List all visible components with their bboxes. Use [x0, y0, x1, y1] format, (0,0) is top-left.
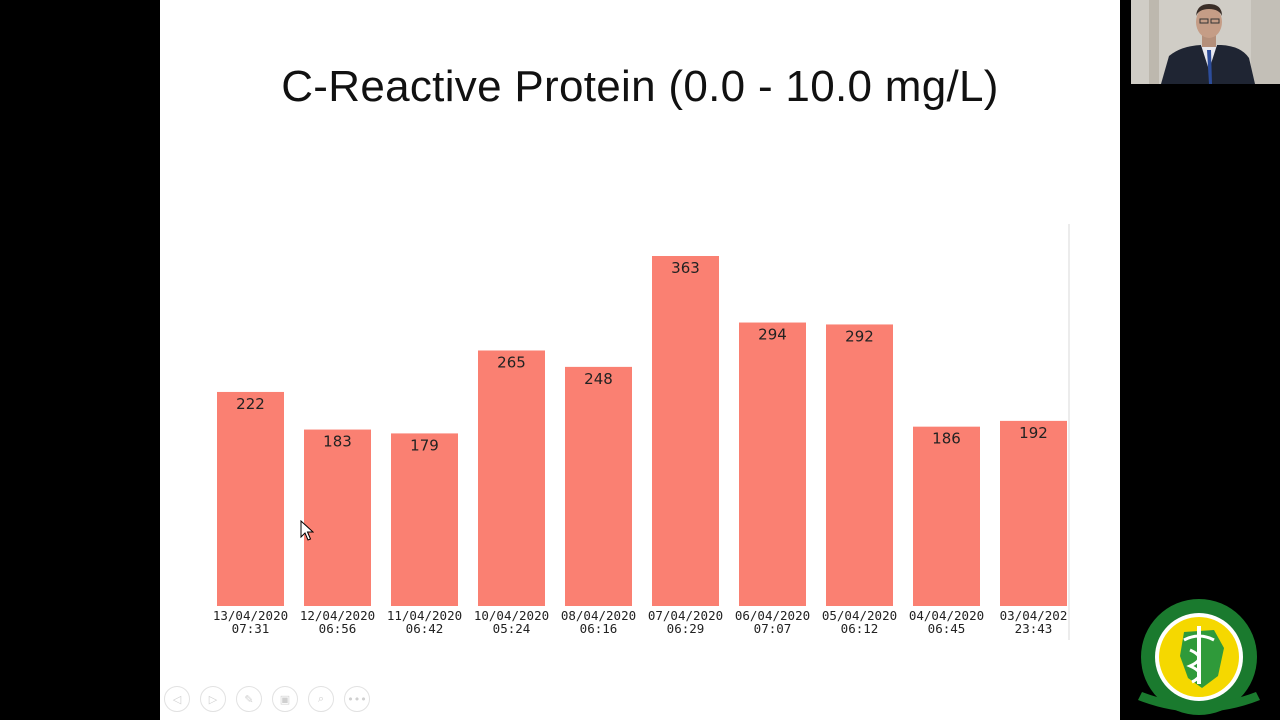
university-logo — [1138, 599, 1260, 715]
bar-4 — [565, 366, 632, 606]
zoom-icon[interactable]: ⌕ — [308, 686, 334, 712]
bar-value-label-6: 294 — [758, 326, 787, 344]
bar-0 — [217, 391, 284, 606]
next-icon[interactable]: ▷ — [200, 686, 226, 712]
x-tick-label-0-time: 07:31 — [232, 621, 270, 636]
bar-value-label-9: 192 — [1019, 424, 1048, 442]
mouse-pointer-icon — [300, 520, 314, 541]
bar-5 — [652, 256, 719, 606]
bar-value-label-7: 292 — [845, 327, 874, 345]
bar-value-label-2: 179 — [410, 436, 439, 454]
bar-value-label-5: 363 — [671, 259, 700, 277]
bar-value-label-1: 183 — [323, 433, 352, 451]
presentation-slide: C-Reactive Protein (0.0 - 10.0 mg/L) 222… — [160, 0, 1120, 720]
x-tick-label-9-time: 23:43 — [1015, 621, 1053, 636]
x-tick-label-6-time: 07:07 — [754, 621, 792, 636]
bar-6 — [739, 322, 806, 606]
x-tick-label-3-time: 05:24 — [493, 621, 531, 636]
x-tick-label-2-date: 11/04/2020 — [387, 608, 462, 623]
bar-3 — [478, 350, 545, 606]
x-tick-label-9-date: 03/04/202 — [1000, 608, 1068, 623]
previous-icon[interactable]: ◁ — [164, 686, 190, 712]
x-tick-label-5-date: 07/04/2020 — [648, 608, 723, 623]
x-tick-label-6-date: 06/04/2020 — [735, 608, 810, 623]
x-tick-label-7-date: 05/04/2020 — [822, 608, 897, 623]
bar-7 — [826, 324, 893, 606]
x-tick-label-7-time: 06:12 — [841, 621, 879, 636]
x-tick-label-8-time: 06:45 — [928, 621, 966, 636]
bar-value-label-0: 222 — [236, 395, 265, 413]
bar-9 — [1000, 420, 1067, 606]
x-tick-label-0-date: 13/04/2020 — [213, 608, 288, 623]
slideshow-toolbar: ◁ ▷ ✎ ▣ ⌕ ••• — [164, 686, 370, 712]
x-tick-label-3-date: 10/04/2020 — [474, 608, 549, 623]
more-icon[interactable]: ••• — [344, 686, 370, 712]
bar-value-label-8: 186 — [932, 430, 961, 448]
x-tick-label-4-date: 08/04/2020 — [561, 608, 636, 623]
slide-title: C-Reactive Protein (0.0 - 10.0 mg/L) — [281, 62, 999, 111]
x-tick-label-1-time: 06:56 — [319, 621, 357, 636]
x-tick-label-1-date: 12/04/2020 — [300, 608, 375, 623]
bar-8 — [913, 426, 980, 606]
webcam-video — [1131, 0, 1280, 84]
x-tick-label-4-time: 06:16 — [580, 621, 618, 636]
bar-2 — [391, 433, 458, 606]
x-tick-label-5-time: 06:29 — [667, 621, 705, 636]
presenter-video-icon — [1131, 0, 1280, 84]
pen-icon[interactable]: ✎ — [236, 686, 262, 712]
bar-value-label-3: 265 — [497, 353, 526, 371]
x-tick-label-2-time: 06:42 — [406, 621, 444, 636]
bar-1 — [304, 429, 371, 606]
bar-value-label-4: 248 — [584, 370, 613, 388]
x-tick-label-8-date: 04/04/2020 — [909, 608, 984, 623]
slides-icon[interactable]: ▣ — [272, 686, 298, 712]
